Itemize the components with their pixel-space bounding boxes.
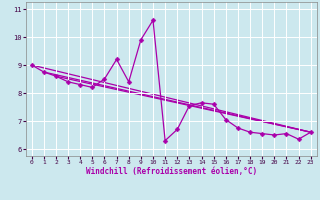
X-axis label: Windchill (Refroidissement éolien,°C): Windchill (Refroidissement éolien,°C) [86, 167, 257, 176]
